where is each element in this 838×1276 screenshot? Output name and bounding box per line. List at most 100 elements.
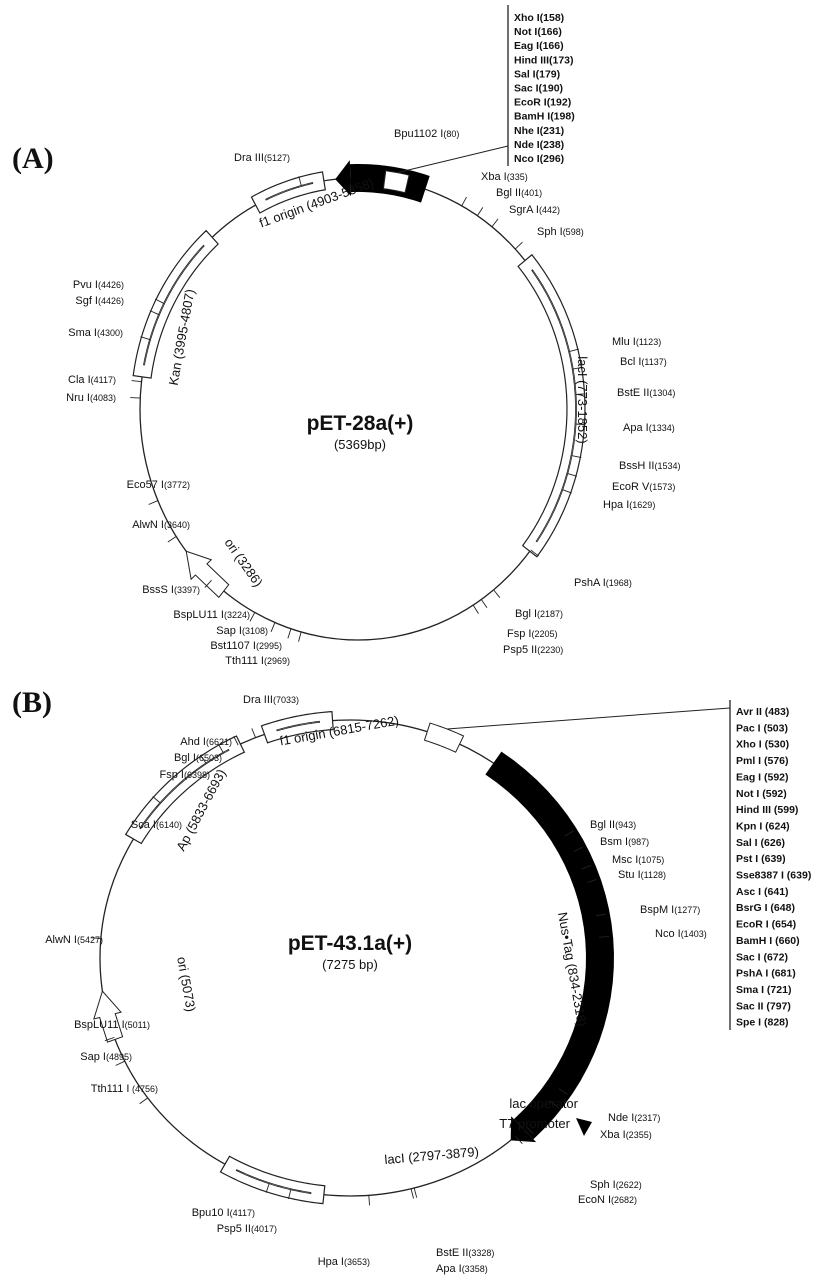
site-name: BssH II [619, 460, 654, 472]
site-tick [581, 864, 592, 870]
site-position: (80) [443, 129, 459, 139]
mcs-site-label: Xho I (530) [736, 739, 789, 751]
site-name: Sca I [131, 819, 156, 831]
site-name: Avr II [736, 706, 762, 718]
site-label: EcoN I(2682) [578, 1194, 637, 1206]
site-label: Tth111 I(2969) [225, 655, 290, 667]
site-tick [384, 169, 387, 180]
site-tick [571, 455, 582, 458]
site-tick [154, 298, 165, 304]
site-label: Fsp I(2205) [507, 628, 557, 640]
site-position: (1277) [674, 905, 700, 915]
site-name: SgrA I [509, 204, 539, 216]
site-position: (192) [547, 97, 572, 109]
site-position: (3772) [164, 480, 190, 490]
site-name: Pml I [736, 755, 761, 767]
site-name: Sma I [68, 327, 97, 339]
site-tick [265, 1183, 270, 1193]
site-name: Bpu10 I [192, 1207, 230, 1219]
site-name: BstE II [617, 387, 649, 399]
site-tick [575, 423, 586, 426]
mcs-site-label: Sac I (672) [736, 951, 788, 963]
mcs-site-label: Pac I (503) [736, 722, 788, 734]
mcs-site-label: EcoR I(192) [514, 97, 571, 109]
site-name: Pst I [736, 853, 758, 865]
site-label: Bst1107 I(2995) [210, 640, 282, 652]
site-position: (5011) [125, 1020, 150, 1030]
site-name: Tth111 I [225, 655, 264, 667]
feature-label: ori (5073) [174, 956, 198, 1013]
site-name: Nde I [608, 1112, 634, 1124]
site-position: (592) [761, 771, 788, 783]
site-position: (2969) [264, 656, 290, 666]
site-tick [599, 935, 610, 938]
site-name: Dra III [234, 152, 264, 164]
site-position: (6503) [196, 753, 222, 763]
site-tick [567, 473, 578, 477]
mcs-site-label: Eag I (592) [736, 771, 789, 783]
site-position: (987) [628, 837, 649, 847]
site-name: BstE II [436, 1247, 468, 1259]
site-position: (1075) [638, 855, 664, 865]
mcs-site-label: Spe I (828) [736, 1017, 789, 1029]
mcs-leader [397, 145, 509, 174]
site-position: (2995) [256, 641, 282, 651]
site-tick [204, 579, 212, 588]
site-label: BspLU11 I(3224) [173, 609, 250, 621]
site-position: (6398) [184, 770, 210, 780]
site-label: PshA I(1968) [574, 577, 632, 589]
site-label: Hpa I(1629) [603, 499, 655, 511]
site-name: BsrG I [736, 902, 768, 914]
site-position: (3358) [462, 1264, 488, 1274]
feature-label: lacI (773-1852) [575, 356, 590, 443]
site-position: (639) [784, 870, 811, 882]
mcs-site-label: Not I(166) [514, 26, 562, 38]
site-tick [573, 846, 583, 853]
black-feature-head [335, 160, 352, 197]
site-position: (828) [761, 1017, 788, 1029]
site-position: (166) [537, 26, 562, 38]
feature-label: lac operator [509, 1096, 578, 1111]
site-tick [149, 310, 160, 316]
site-label: Tth111 I (4756) [91, 1083, 158, 1095]
site-label: Bpu10 I(4117) [192, 1207, 255, 1219]
site-name: Not I [514, 26, 537, 38]
site-position: (5427) [77, 935, 103, 945]
site-label: AlwN I(3640) [132, 519, 190, 531]
site-name: Sph I [537, 226, 563, 238]
feature-arrow-line [531, 269, 577, 543]
site-name: Sgf I [75, 295, 98, 307]
site-position: (7033) [273, 695, 299, 705]
site-label: Bgl II(943) [590, 819, 636, 831]
site-name: Dra III [243, 694, 273, 706]
site-name: Pvu I [73, 279, 98, 291]
site-position: (1968) [606, 578, 632, 588]
site-label: Xba I(335) [481, 171, 528, 183]
site-position: (626) [758, 837, 785, 849]
mcs-site-label: Sse8387 I (639) [736, 870, 811, 882]
mcs-site-label: Not I (592) [736, 788, 787, 800]
site-label: Dra III(5127) [234, 152, 290, 164]
mcs-site-label: Pst I (639) [736, 853, 786, 865]
site-position: (296) [540, 153, 565, 165]
site-position: (4117) [230, 1208, 255, 1218]
site-name: Sal I [736, 837, 758, 849]
site-name: Spe I [736, 1017, 761, 1029]
panel-label: (A) [12, 142, 54, 175]
site-tick [167, 536, 177, 543]
mcs-site-label: Kpn I (624) [736, 820, 790, 832]
mcs-site-label: BamH I(198) [514, 111, 575, 123]
site-name: Asc I [736, 886, 761, 898]
site-tick [514, 241, 523, 250]
site-tick [586, 878, 597, 883]
site-name: BssS I [142, 584, 174, 596]
site-name: Bsm I [600, 836, 628, 848]
site-position: (672) [761, 951, 788, 963]
site-position: (503) [761, 722, 788, 734]
site-name: Nco I [655, 928, 681, 940]
site-name: Sal I [514, 68, 536, 80]
site-tick [287, 628, 292, 639]
site-tick [476, 207, 484, 216]
site-position: (1573) [649, 482, 675, 492]
site-position: (2622) [616, 1180, 642, 1190]
